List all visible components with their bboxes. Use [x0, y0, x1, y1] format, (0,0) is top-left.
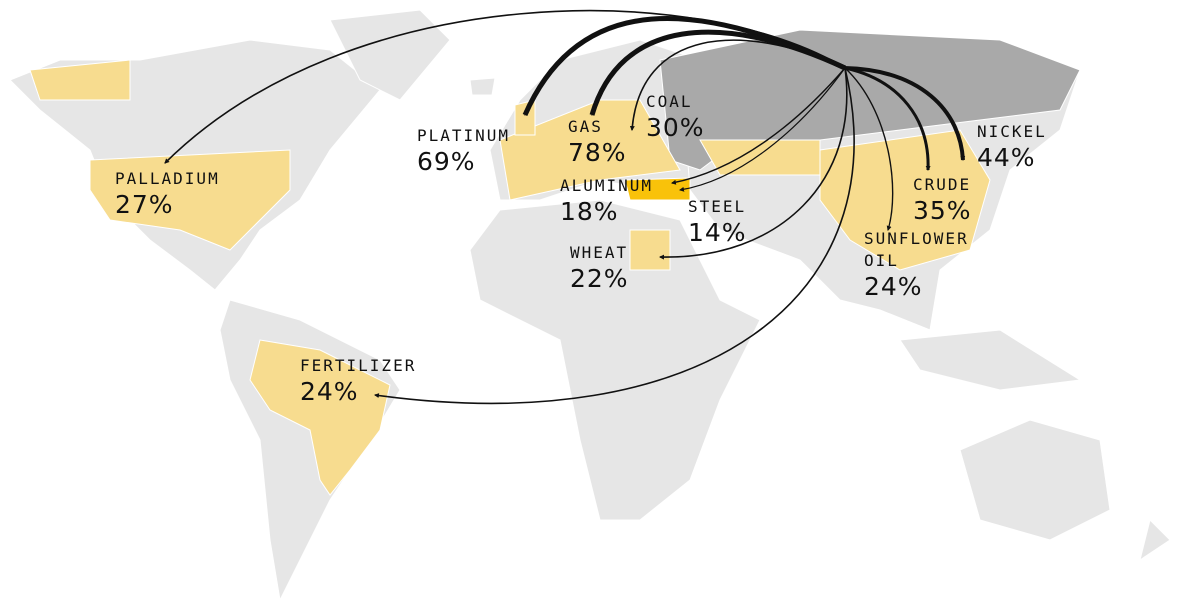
flow-label: GAS 78%	[568, 116, 688, 168]
flow-label: STEEL 14%	[688, 196, 808, 248]
flow-label: COAL 30%	[646, 91, 766, 143]
flow-label: PALLADIUM 27%	[115, 168, 315, 220]
flow-label: SUNFLOWER OIL 24%	[864, 228, 999, 302]
import-share: 35%	[913, 196, 972, 225]
import-share: 78%	[568, 138, 627, 167]
commodity-name: GAS	[568, 117, 603, 136]
import-share: 14%	[688, 218, 747, 247]
import-share: 69%	[417, 147, 476, 176]
commodity-name: ALUMINUM	[560, 176, 654, 195]
commodity-name: STEEL	[688, 197, 747, 216]
commodity-name: COAL	[646, 92, 693, 111]
flow-label: ALUMINUM 18%	[560, 175, 760, 227]
commodity-name: CRUDE	[913, 175, 972, 194]
flow-label: PLATINUM 69%	[417, 125, 617, 177]
commodity-name: WHEAT	[570, 243, 629, 262]
commodity-name: NICKEL	[977, 122, 1047, 141]
import-share: 22%	[570, 264, 629, 293]
import-share: 24%	[864, 272, 923, 301]
flow-label: CRUDE 35%	[913, 174, 1033, 226]
import-share: 44%	[977, 143, 1036, 172]
flow-label: WHEAT 22%	[570, 242, 690, 294]
import-share: 27%	[115, 190, 174, 219]
flow-arrows	[164, 9, 966, 405]
commodity-name: PLATINUM	[417, 126, 511, 145]
import-share: 18%	[560, 197, 619, 226]
commodity-name: PALLADIUM	[115, 169, 220, 188]
import-share: 30%	[646, 113, 705, 142]
commodity-name: SUNFLOWER OIL	[864, 229, 969, 270]
flow-label: NICKEL 44%	[977, 121, 1127, 173]
import-share: 24%	[300, 377, 359, 406]
commodity-name: FERTILIZER	[300, 356, 417, 375]
flow-label: FERTILIZER 24%	[300, 355, 500, 407]
